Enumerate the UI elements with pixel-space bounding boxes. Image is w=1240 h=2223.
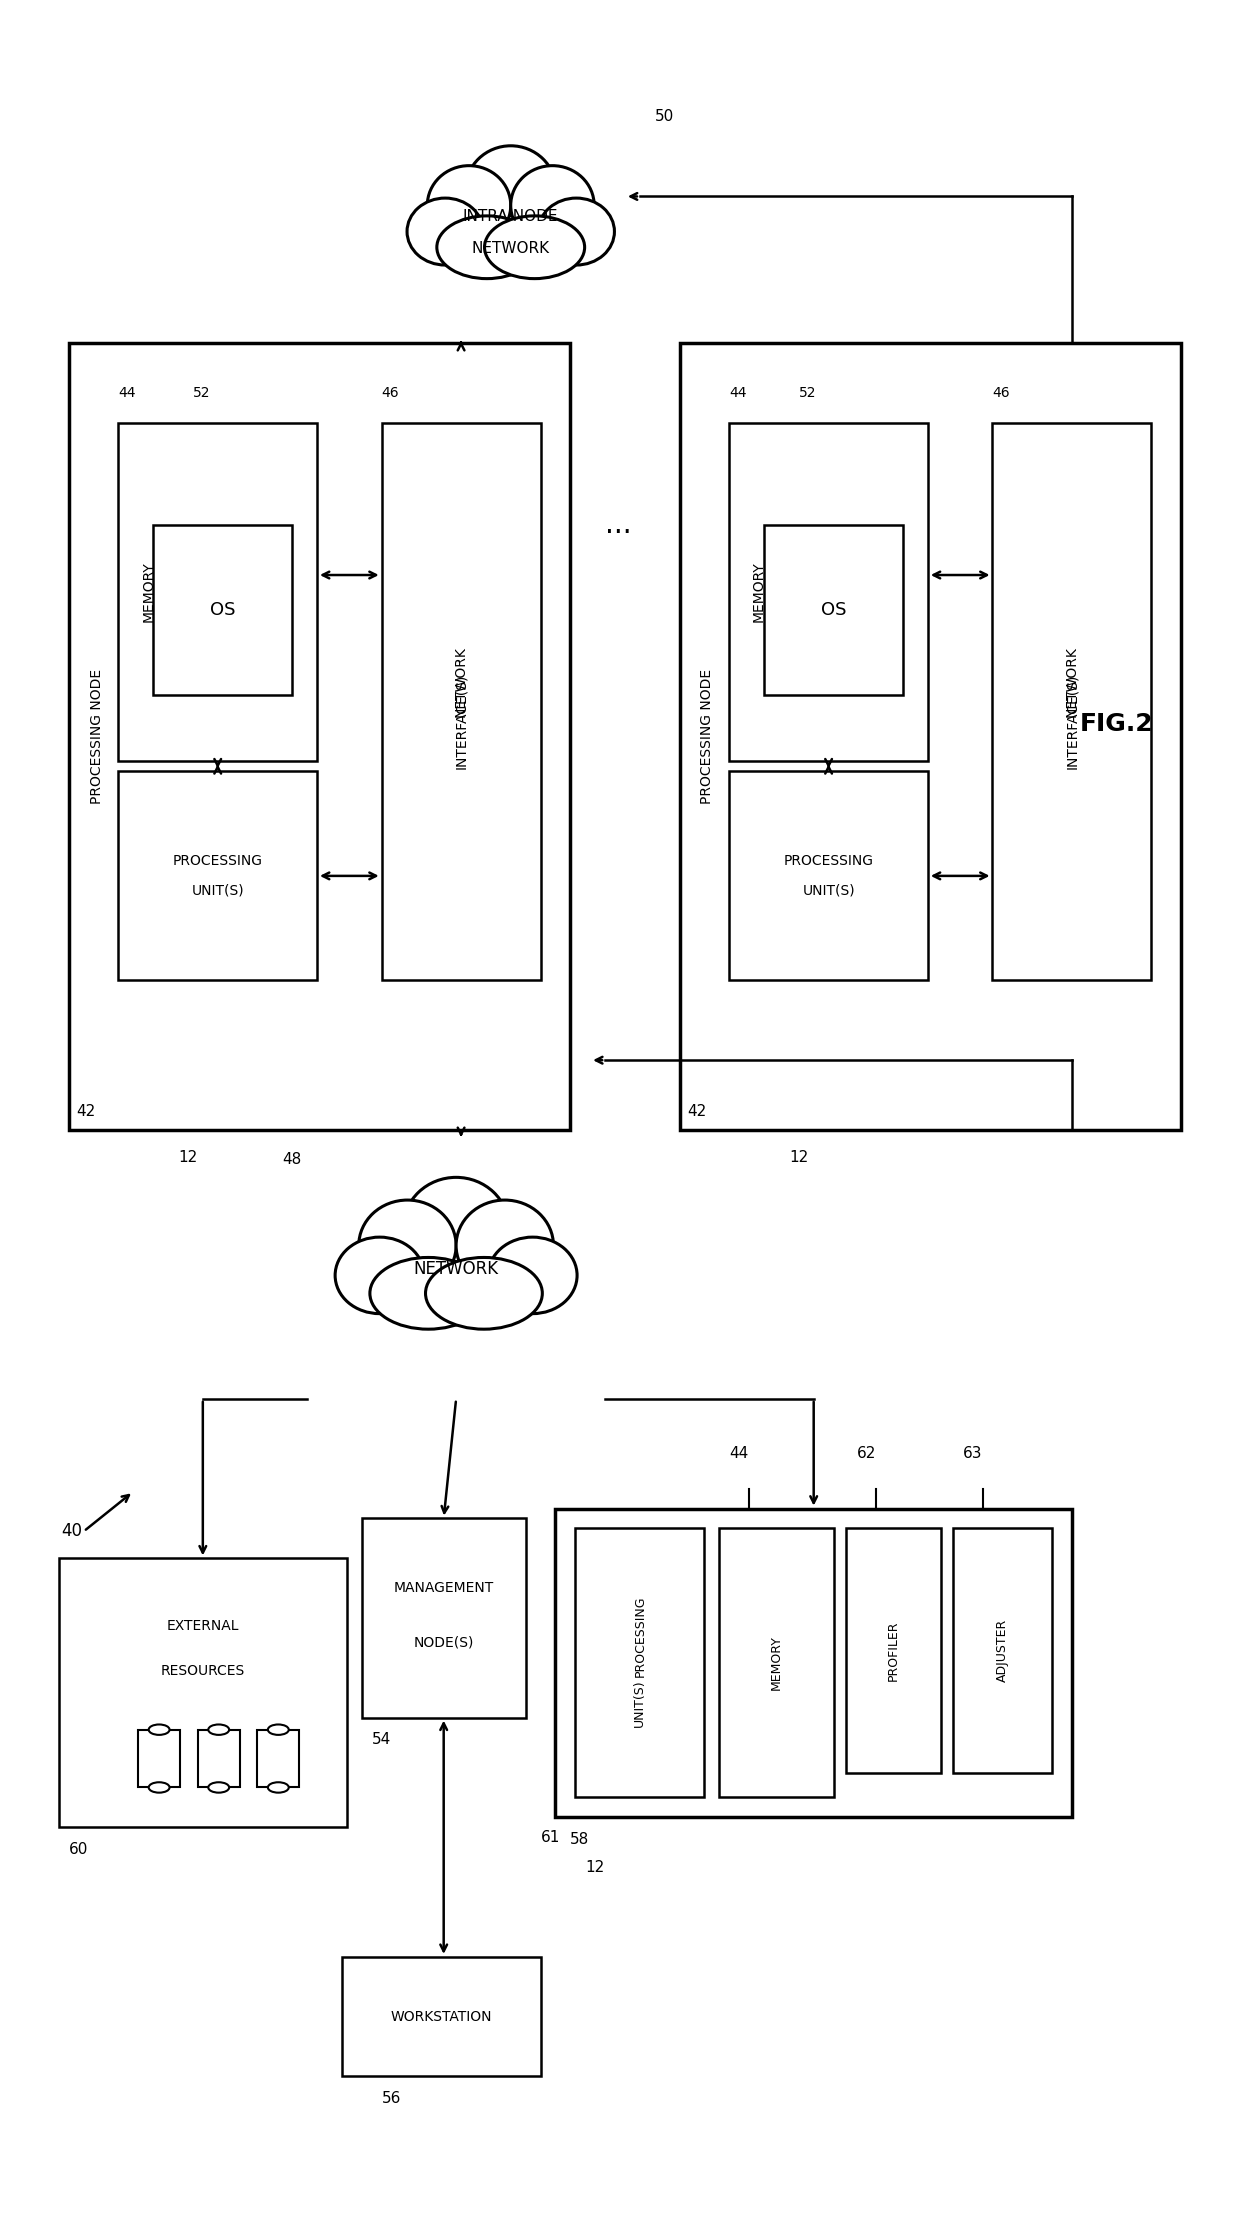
- Ellipse shape: [407, 198, 484, 265]
- Text: 48: 48: [283, 1152, 301, 1167]
- Bar: [138, 1729, 180, 1787]
- Text: PROCESSING NODE: PROCESSING NODE: [701, 669, 714, 805]
- Ellipse shape: [436, 216, 537, 278]
- Text: NETWORK: NETWORK: [471, 240, 549, 256]
- Bar: [342, 1956, 541, 2076]
- Text: 52: 52: [799, 387, 816, 400]
- Ellipse shape: [208, 1783, 229, 1792]
- Text: PROCESSING: PROCESSING: [784, 854, 874, 867]
- Text: ADJUSTER: ADJUSTER: [996, 1618, 1009, 1683]
- Text: INTERFACE(S): INTERFACE(S): [454, 674, 467, 769]
- Ellipse shape: [335, 1238, 424, 1314]
- Bar: [719, 1529, 833, 1798]
- Bar: [58, 1558, 347, 1827]
- Text: ...: ...: [605, 511, 631, 540]
- Text: UNIT(S): UNIT(S): [191, 885, 244, 898]
- Ellipse shape: [149, 1725, 170, 1734]
- Ellipse shape: [485, 216, 584, 278]
- Text: RESOURCES: RESOURCES: [161, 1665, 246, 1678]
- Bar: [362, 1518, 526, 1718]
- Text: 56: 56: [382, 2092, 401, 2105]
- Ellipse shape: [208, 1725, 229, 1734]
- Text: 50: 50: [655, 109, 675, 124]
- Text: 62: 62: [857, 1447, 875, 1461]
- Text: 44: 44: [729, 1447, 749, 1461]
- Bar: [729, 422, 928, 760]
- Text: 42: 42: [687, 1105, 707, 1120]
- Text: MEMORY: MEMORY: [751, 562, 766, 622]
- Bar: [575, 1529, 704, 1798]
- Ellipse shape: [425, 1258, 542, 1329]
- Bar: [118, 422, 317, 760]
- Bar: [154, 525, 293, 694]
- Ellipse shape: [403, 1178, 508, 1278]
- Text: OS: OS: [210, 600, 236, 618]
- Ellipse shape: [511, 167, 594, 245]
- Text: 46: 46: [992, 387, 1011, 400]
- Text: MANAGEMENT: MANAGEMENT: [393, 1581, 494, 1596]
- Ellipse shape: [268, 1783, 289, 1792]
- Text: 61: 61: [541, 1830, 560, 1845]
- Text: 44: 44: [118, 387, 136, 400]
- Text: 44: 44: [729, 387, 746, 400]
- Bar: [764, 525, 903, 694]
- Text: 52: 52: [193, 387, 211, 400]
- Bar: [382, 422, 541, 980]
- Text: PROCESSING: PROCESSING: [634, 1596, 646, 1676]
- Bar: [118, 771, 317, 980]
- Ellipse shape: [489, 1238, 577, 1314]
- Text: MEMORY: MEMORY: [770, 1636, 782, 1689]
- Bar: [556, 1509, 1071, 1818]
- Text: FIG.2: FIG.2: [1080, 711, 1153, 736]
- Text: 60: 60: [68, 1841, 88, 1856]
- Text: EXTERNAL: EXTERNAL: [166, 1618, 239, 1632]
- Ellipse shape: [465, 147, 556, 233]
- Ellipse shape: [403, 149, 618, 305]
- Bar: [258, 1729, 299, 1787]
- Text: OS: OS: [821, 600, 847, 618]
- Ellipse shape: [456, 1200, 553, 1292]
- Bar: [680, 342, 1182, 1129]
- Ellipse shape: [428, 167, 511, 245]
- Text: INTRA-NODE: INTRA-NODE: [463, 209, 558, 225]
- Text: MEMORY: MEMORY: [141, 562, 155, 622]
- Text: 42: 42: [77, 1105, 95, 1120]
- Text: 63: 63: [962, 1447, 982, 1461]
- Text: INTERFACE(S): INTERFACE(S): [1065, 674, 1079, 769]
- Text: PROCESSING NODE: PROCESSING NODE: [89, 669, 104, 805]
- Ellipse shape: [331, 1180, 582, 1358]
- Text: 12: 12: [789, 1149, 808, 1165]
- Text: NODE(S): NODE(S): [413, 1634, 474, 1649]
- Text: UNIT(S): UNIT(S): [634, 1678, 646, 1727]
- Text: 58: 58: [570, 1832, 589, 1847]
- Text: NETWORK: NETWORK: [414, 1260, 498, 1278]
- Text: 46: 46: [382, 387, 399, 400]
- Text: 12: 12: [585, 1861, 604, 1874]
- Bar: [198, 1729, 239, 1787]
- Text: UNIT(S): UNIT(S): [802, 885, 854, 898]
- Text: 40: 40: [61, 1523, 82, 1541]
- Ellipse shape: [538, 198, 615, 265]
- Text: 12: 12: [179, 1149, 197, 1165]
- Text: PROFILER: PROFILER: [887, 1621, 900, 1681]
- Ellipse shape: [358, 1200, 456, 1292]
- Ellipse shape: [370, 1258, 487, 1329]
- Bar: [729, 771, 928, 980]
- Text: WORKSTATION: WORKSTATION: [391, 2010, 492, 2023]
- Text: PROCESSING: PROCESSING: [172, 854, 263, 867]
- Text: 54: 54: [372, 1732, 391, 1747]
- Ellipse shape: [268, 1725, 289, 1734]
- Text: NETWORK: NETWORK: [454, 647, 467, 718]
- Bar: [952, 1529, 1052, 1772]
- Text: NETWORK: NETWORK: [1065, 647, 1079, 718]
- Bar: [847, 1529, 941, 1772]
- Bar: [992, 422, 1152, 980]
- Bar: [68, 342, 570, 1129]
- Ellipse shape: [149, 1783, 170, 1792]
